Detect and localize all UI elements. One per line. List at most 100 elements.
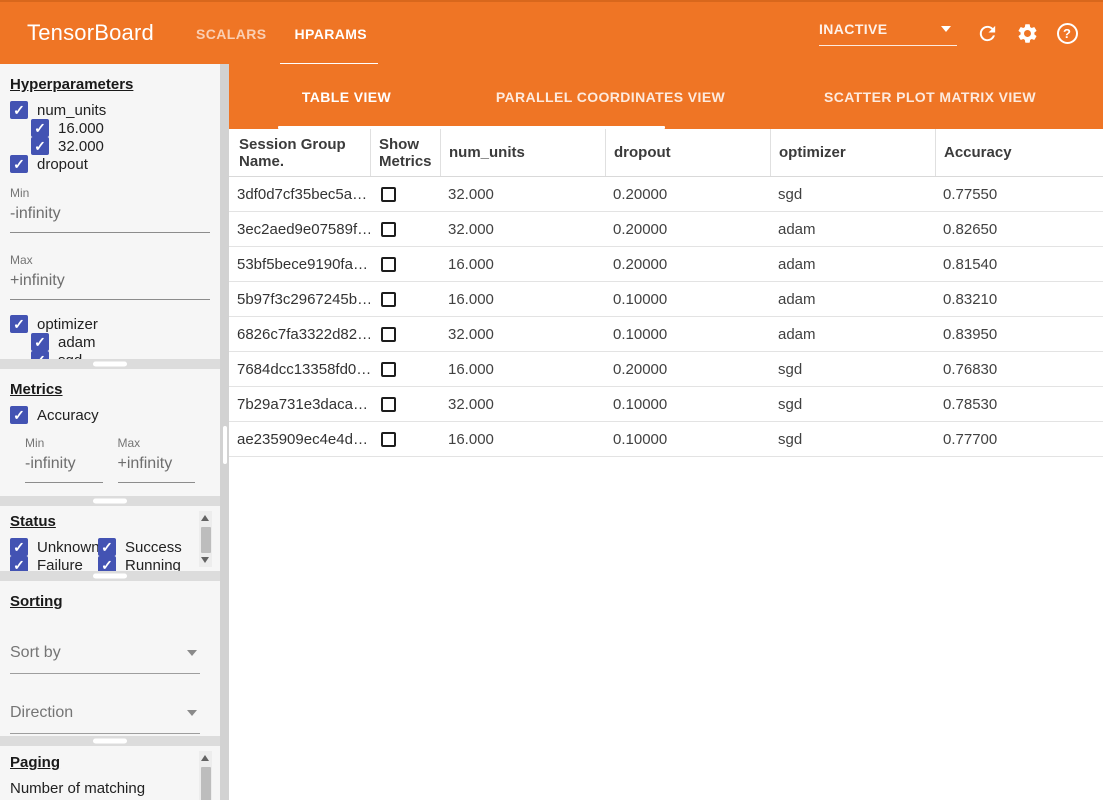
section-resize-handle[interactable] [93, 499, 127, 504]
section-resize-handle[interactable] [93, 362, 127, 367]
matching-groups-count: Number of matching session groups: 8 [10, 779, 196, 800]
section-resize-handle[interactable] [93, 739, 127, 744]
status-running-checkbox[interactable] [98, 556, 116, 571]
num-units-value: 16.000 [440, 431, 605, 448]
tab-table-view[interactable]: TABLE VIEW [229, 64, 464, 129]
status-unknown-checkbox[interactable] [10, 538, 28, 556]
dropout-value: 0.20000 [605, 186, 770, 203]
tab-hparams[interactable]: HPARAMS [280, 2, 381, 66]
metrics-panel: Metrics Accuracy Min -infinity Max +infi… [0, 369, 220, 496]
sorting-title: Sorting [10, 593, 210, 610]
sidebar-splitter [220, 64, 229, 800]
show-metrics-checkbox[interactable] [381, 432, 396, 447]
table-header: Session Group Name. Show Metrics num_uni… [229, 129, 1103, 177]
help-button[interactable]: ? [1055, 21, 1079, 45]
tab-parallel-coordinates-view[interactable]: PARALLEL COORDINATES VIEW [464, 64, 757, 129]
settings-button[interactable] [1015, 21, 1039, 45]
table-row: 6826c7fa3322d82… 32.000 0.10000 adam 0.8… [229, 317, 1103, 352]
table-row: 53bf5bece9190fa… 16.000 0.20000 adam 0.8… [229, 247, 1103, 282]
sort-by-select[interactable]: Sort by [10, 641, 200, 674]
metric-accuracy-row: Accuracy [10, 406, 210, 424]
hparam-optimizer-row: optimizer [10, 315, 210, 333]
tab-scalars[interactable]: SCALARS [182, 2, 280, 66]
scrollbar-thumb[interactable] [201, 527, 211, 553]
optimizer-value: adam [770, 221, 935, 238]
accuracy-value: 0.77550 [935, 186, 1103, 203]
session-groups-table: Session Group Name. Show Metrics num_uni… [229, 129, 1103, 457]
scroll-up-icon[interactable] [201, 515, 209, 521]
num-units-checkbox[interactable] [10, 101, 28, 119]
optimizer-adam-checkbox[interactable] [31, 333, 49, 351]
paging-title: Paging [10, 754, 210, 771]
dropout-value: 0.20000 [605, 361, 770, 378]
hyperparameters-panel: Hyperparameters num_units 16.000 32.000 … [0, 64, 220, 359]
optimizer-sgd-checkbox[interactable] [31, 351, 49, 359]
hparam-value-row: adam [31, 333, 210, 351]
status-unknown-label: Unknown [37, 539, 100, 556]
table-row: 7b29a731e3daca… 32.000 0.10000 sgd 0.785… [229, 387, 1103, 422]
column-header-session-group-name: Session Group Name. [229, 129, 370, 176]
sidebar-resize-handle[interactable] [223, 426, 227, 464]
num-units-value: 16.000 [440, 256, 605, 273]
section-resize-handle[interactable] [93, 574, 127, 579]
optimizer-value: sgd [770, 361, 935, 378]
scroll-up-icon[interactable] [201, 755, 209, 761]
scrollbar-thumb[interactable] [201, 767, 211, 800]
paging-scrollbar[interactable] [199, 751, 212, 800]
num-units-32-label: 32.000 [58, 138, 104, 155]
tensorboard-logo: TensorBoard [27, 20, 154, 46]
sorting-panel: Sorting Sort by Direction [0, 581, 220, 736]
accuracy-checkbox[interactable] [10, 406, 28, 424]
metric-max-input[interactable]: +infinity [118, 450, 196, 483]
dropout-max-input[interactable]: +infinity [10, 267, 210, 300]
status-scrollbar[interactable] [199, 511, 212, 567]
metric-min-input[interactable]: -infinity [25, 450, 103, 483]
dropout-max-label: Max [10, 253, 210, 267]
top-nav-tabs: SCALARS HPARAMS [182, 2, 381, 66]
optimizer-value: adam [770, 291, 935, 308]
dropout-checkbox[interactable] [10, 155, 28, 173]
show-metrics-checkbox[interactable] [381, 397, 396, 412]
show-metrics-checkbox[interactable] [381, 257, 396, 272]
show-metrics-checkbox[interactable] [381, 292, 396, 307]
optimizer-value: sgd [770, 396, 935, 413]
status-running-label: Running [125, 557, 181, 572]
status-panel: Status Unknown Success Failure Running [0, 506, 220, 571]
num-units-32-checkbox[interactable] [31, 137, 49, 155]
status-title: Status [10, 513, 210, 530]
direction-select[interactable]: Direction [10, 701, 200, 734]
dropout-min-input[interactable]: -infinity [10, 200, 210, 233]
accuracy-value: 0.77700 [935, 431, 1103, 448]
optimizer-adam-label: adam [58, 334, 96, 351]
hparam-num-units-row: num_units [10, 101, 210, 119]
show-metrics-checkbox[interactable] [381, 327, 396, 342]
status-success-row: Success [98, 538, 203, 556]
active-tab-indicator [278, 126, 665, 129]
column-header-dropout: dropout [605, 129, 770, 176]
direction-value: Direction [10, 704, 73, 721]
hyperparameters-title: Hyperparameters [10, 76, 210, 93]
show-metrics-checkbox[interactable] [381, 362, 396, 377]
dropout-label: dropout [37, 156, 88, 173]
column-header-accuracy: Accuracy [935, 129, 1103, 176]
status-failure-label: Failure [37, 557, 83, 572]
section-divider [0, 571, 220, 581]
help-icon: ? [1057, 23, 1078, 44]
optimizer-checkbox[interactable] [10, 315, 28, 333]
show-metrics-checkbox[interactable] [381, 187, 396, 202]
num-units-16-checkbox[interactable] [31, 119, 49, 137]
num-units-value: 16.000 [440, 291, 605, 308]
optimizer-value: sgd [770, 186, 935, 203]
status-success-checkbox[interactable] [98, 538, 116, 556]
refresh-button[interactable] [975, 21, 999, 45]
status-failure-row: Failure [10, 556, 98, 571]
optimizer-sgd-label: sgd [58, 352, 82, 360]
scroll-down-icon[interactable] [201, 557, 209, 563]
toolbar-actions: INACTIVE ? [819, 21, 1079, 46]
dropout-min-label: Min [10, 186, 210, 200]
status-dropdown[interactable]: INACTIVE [819, 21, 957, 46]
status-failure-checkbox[interactable] [10, 556, 28, 571]
show-metrics-checkbox[interactable] [381, 222, 396, 237]
accuracy-value: 0.78530 [935, 396, 1103, 413]
tab-scatter-plot-matrix-view[interactable]: SCATTER PLOT MATRIX VIEW [757, 64, 1103, 129]
